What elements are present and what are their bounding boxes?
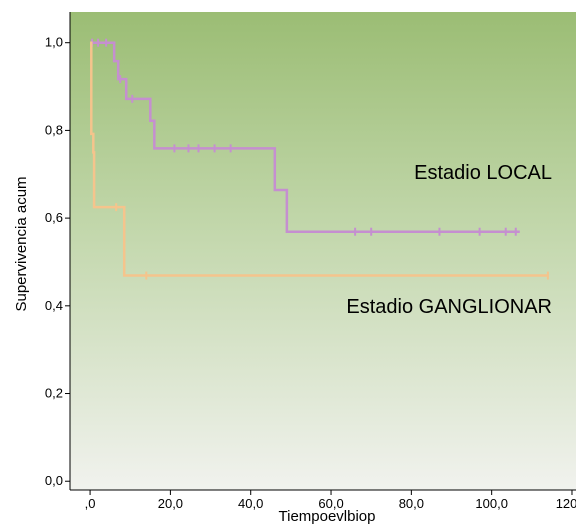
y-tick-label: 0,4 (45, 298, 63, 313)
plot-area (70, 12, 576, 490)
series-layer (90, 38, 549, 280)
x-axis-title: Tiempoevlbiop (279, 508, 376, 524)
y-axis-title: Supervivencia acum (13, 176, 30, 311)
x-tick-label: 80,0 (399, 496, 424, 511)
y-tick-label: 0,6 (45, 210, 63, 225)
y-tick-label: 0,8 (45, 122, 63, 137)
series-line-ganglionar (90, 41, 548, 277)
x-tick-label: ,0 (85, 496, 96, 511)
series-label-local: Estadio LOCAL (414, 162, 552, 184)
y-tick-label: 0,2 (45, 386, 63, 401)
series-line-local (90, 41, 520, 233)
x-tick-label: 100,0 (475, 496, 508, 511)
x-tick-label: 40,0 (238, 496, 263, 511)
x-tick-label: 20,0 (158, 496, 183, 511)
y-ticks: 0,0 0,2 0,4 0,6 0,8 1,0 (45, 35, 70, 488)
x-tick-label: 120,0 (556, 496, 576, 511)
y-tick-label: 0,0 (45, 473, 63, 488)
y-tick-label: 1,0 (45, 35, 63, 50)
series-label-ganglionar: Estadio GANGLIONAR (346, 296, 552, 318)
x-tick-label: 60,0 (318, 496, 343, 511)
x-ticks: ,0 20,0 40,0 60,0 80,0 100,0 120,0 (85, 490, 576, 511)
